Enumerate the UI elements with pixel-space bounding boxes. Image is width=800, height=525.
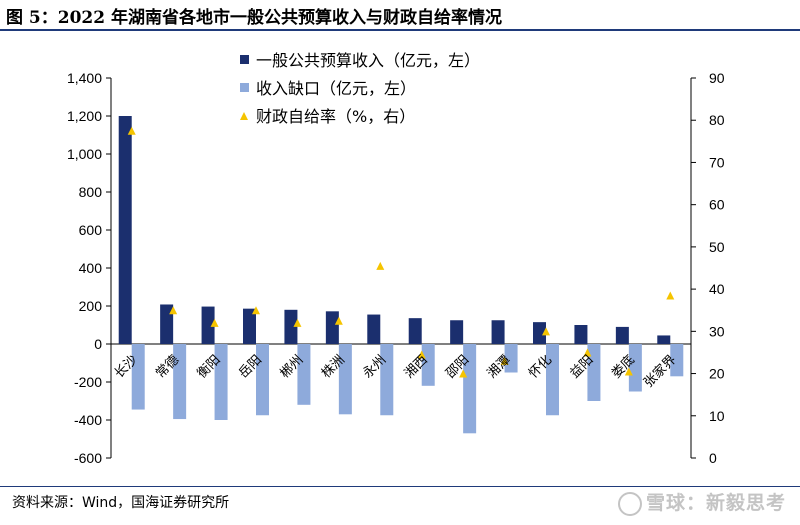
left-tick-label: -600 bbox=[74, 450, 102, 466]
legend-label: 收入缺口（亿元，左） bbox=[256, 79, 416, 98]
source-rule bbox=[0, 486, 800, 487]
left-tick-label: -200 bbox=[74, 374, 102, 390]
left-tick-label: 1,000 bbox=[67, 146, 102, 162]
revenue-bar bbox=[574, 325, 588, 344]
right-tick-label: 10 bbox=[709, 408, 725, 424]
ratio-marker bbox=[169, 306, 178, 315]
gap-bar bbox=[670, 344, 684, 377]
right-tick-label: 50 bbox=[709, 239, 725, 255]
gap-bar bbox=[587, 344, 601, 401]
legend-swatch-gap bbox=[240, 83, 249, 92]
gap-bar bbox=[338, 344, 352, 415]
left-tick-label: 400 bbox=[79, 260, 103, 276]
right-tick-label: 30 bbox=[709, 323, 725, 339]
ratio-marker bbox=[127, 126, 136, 135]
left-tick-label: -400 bbox=[74, 412, 102, 428]
left-tick-label: 1,200 bbox=[67, 108, 102, 124]
right-tick-label: 40 bbox=[709, 281, 725, 297]
revenue-bar bbox=[160, 304, 174, 344]
ratio-marker bbox=[500, 356, 509, 365]
ratio-marker bbox=[210, 318, 219, 327]
left-tick-label: 800 bbox=[79, 184, 103, 200]
ratio-marker bbox=[376, 261, 385, 270]
left-tick-label: 1,400 bbox=[67, 70, 102, 86]
right-tick-label: 80 bbox=[709, 112, 725, 128]
revenue-bar bbox=[408, 318, 422, 344]
revenue-bar bbox=[325, 311, 339, 344]
left-tick-label: 200 bbox=[79, 298, 103, 314]
gap-bar bbox=[504, 344, 518, 373]
title-rule bbox=[0, 29, 800, 31]
gap-bar bbox=[214, 344, 228, 420]
revenue-bar bbox=[284, 309, 298, 344]
ratio-marker bbox=[542, 327, 550, 336]
ratio-marker bbox=[334, 316, 343, 325]
ratio-marker bbox=[583, 348, 592, 357]
gap-bar bbox=[131, 344, 145, 410]
legend-label: 一般公共预算收入（亿元，左） bbox=[256, 51, 480, 70]
source-note: 资料来源：Wind，国海证券研究所 bbox=[12, 495, 230, 511]
ratio-marker bbox=[252, 306, 260, 315]
watermark: 雪球：新毅思考 bbox=[617, 488, 786, 516]
watermark-text: 雪球：新毅思考 bbox=[645, 492, 786, 514]
ratio-marker bbox=[293, 318, 302, 327]
title-bar: 图 5：2022 年湖南省各地市一般公共预算收入与财政自给率情况 bbox=[0, 0, 800, 31]
gap-bar bbox=[380, 344, 394, 416]
right-tick-label: 90 bbox=[709, 70, 725, 86]
legend-swatch-revenue bbox=[240, 55, 249, 64]
revenue-bar bbox=[118, 116, 132, 344]
gap-bar bbox=[421, 344, 435, 386]
right-tick-label: 60 bbox=[709, 197, 725, 213]
right-tick-label: 0 bbox=[709, 450, 717, 466]
gap-bar bbox=[463, 344, 477, 434]
revenue-bar bbox=[491, 320, 505, 344]
ratio-marker bbox=[459, 369, 468, 378]
legend-swatch-ratio bbox=[240, 112, 248, 120]
left-tick-label: 0 bbox=[94, 336, 102, 352]
chart-title: 图 5：2022 年湖南省各地市一般公共预算收入与财政自给率情况 bbox=[6, 8, 502, 28]
left-tick-label: 600 bbox=[79, 222, 103, 238]
right-tick-label: 20 bbox=[709, 366, 725, 382]
gap-bar bbox=[546, 344, 559, 416]
chart-area: 1,4001,2001,0008006004002000-200-400-600… bbox=[67, 51, 725, 466]
watermark-logo-icon bbox=[617, 491, 642, 516]
revenue-bar bbox=[657, 335, 671, 344]
gap-bar bbox=[173, 344, 187, 420]
revenue-bar bbox=[243, 308, 256, 344]
ratio-marker bbox=[417, 350, 426, 359]
revenue-bar bbox=[450, 320, 464, 344]
revenue-bar bbox=[533, 322, 546, 344]
gap-bar bbox=[256, 344, 269, 416]
ratio-marker bbox=[666, 291, 675, 300]
legend-label: 财政自给率（%，右） bbox=[256, 107, 415, 126]
right-tick-label: 70 bbox=[709, 154, 725, 170]
gap-bar bbox=[628, 344, 642, 392]
revenue-bar bbox=[615, 326, 629, 344]
revenue-bar bbox=[201, 306, 215, 344]
gap-bar bbox=[297, 344, 311, 405]
revenue-bar bbox=[367, 314, 381, 344]
ratio-marker bbox=[624, 367, 633, 376]
